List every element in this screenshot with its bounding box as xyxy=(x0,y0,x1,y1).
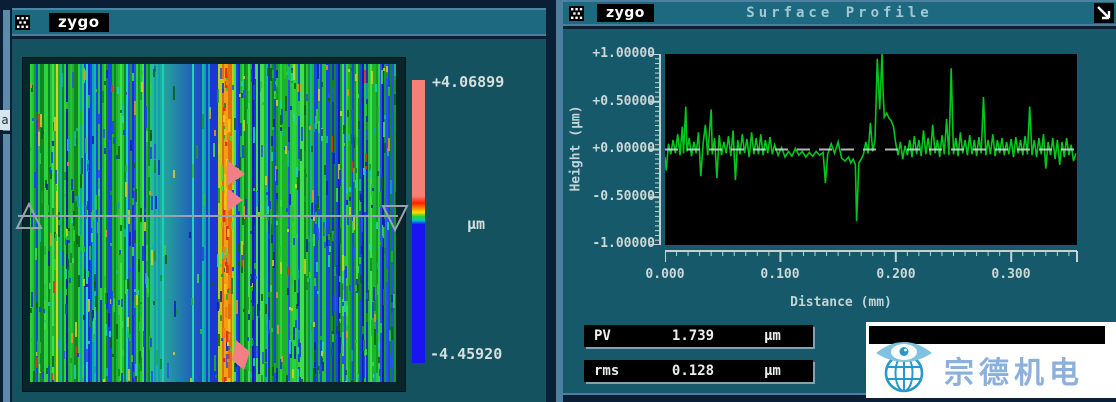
eye-globe-logo-icon xyxy=(876,342,932,393)
titlebar-groove xyxy=(12,36,546,39)
window-menu-button[interactable] xyxy=(569,5,584,21)
x-axis-title: Distance (mm) xyxy=(790,295,892,310)
rms-result-readout: rms 0.128 µm xyxy=(584,360,813,382)
result-value: 0.128 xyxy=(671,363,715,379)
y-tick-label: +0.00000 xyxy=(592,141,655,156)
surface-profile-body: Height (µm) +1.00000 +0.50000 +0.00000 -… xyxy=(563,29,1116,397)
result-unit: µm xyxy=(764,328,781,344)
vendor-watermark: 宗德机电 xyxy=(866,322,1116,398)
x-tick-label: 0.100 xyxy=(760,267,800,282)
zygo-logo: zygo xyxy=(49,12,109,32)
pv-result-readout: PV 1.739 µm xyxy=(584,325,813,347)
colorbar-unit-label: µm xyxy=(467,215,486,233)
profile-plot-area[interactable] xyxy=(665,54,1077,245)
profile-slice-marker[interactable] xyxy=(12,197,412,239)
result-value: 1.739 xyxy=(671,328,715,344)
window-bottom-border xyxy=(563,393,1116,402)
x-tick-label: 0.300 xyxy=(991,267,1031,282)
zygo-logo: zygo xyxy=(597,4,654,22)
watermark-black-bar xyxy=(869,326,1105,344)
x-tick-label: 0.000 xyxy=(645,267,685,282)
surface-height-map[interactable] xyxy=(30,64,396,382)
surface-map-body: +4.06899 µm -4.45920 xyxy=(12,39,546,402)
profile-trace xyxy=(665,54,1077,222)
surface-map-window: zygo +4.06899 µm -4.45920 xyxy=(12,8,546,402)
window-menu-button[interactable] xyxy=(15,14,30,30)
arrow-cursor-icon xyxy=(1097,6,1111,20)
surface-map-titlebar[interactable]: zygo xyxy=(12,10,546,36)
y-tick-label: -0.50000 xyxy=(592,188,655,204)
y-tick-label: +0.50000 xyxy=(592,93,655,109)
x-axis-ruler xyxy=(665,250,1078,262)
checkerboard-icon xyxy=(569,5,584,21)
background-window-edge xyxy=(3,10,10,402)
result-name: rms xyxy=(594,363,620,379)
tool-cursor-button[interactable] xyxy=(1094,3,1114,23)
colorbar-min-label: -4.45920 xyxy=(430,345,503,363)
colorbar-max-label: +4.06899 xyxy=(432,73,505,91)
background-window-divider xyxy=(0,131,12,134)
x-tick-label: 0.200 xyxy=(876,267,916,282)
profile-marker-right-handle xyxy=(381,205,409,233)
height-colorbar xyxy=(412,80,425,363)
y-tick-label: +1.00000 xyxy=(592,46,655,61)
profile-marker-left-handle xyxy=(15,201,43,229)
surface-profile-titlebar[interactable]: zygo Surface Profile xyxy=(563,2,1116,26)
result-unit: µm xyxy=(764,363,781,379)
background-window-fragment: a xyxy=(0,110,10,130)
y-axis-ruler xyxy=(650,54,661,245)
background-fragment-label: a xyxy=(1,113,9,127)
y-tick-label: -1.00000 xyxy=(592,236,655,251)
watermark-text: 宗德机电 xyxy=(944,356,1084,391)
checkerboard-icon xyxy=(15,14,30,30)
titlebar-groove xyxy=(563,26,1116,29)
surface-map-frame xyxy=(22,57,406,392)
result-name: PV xyxy=(594,328,611,344)
